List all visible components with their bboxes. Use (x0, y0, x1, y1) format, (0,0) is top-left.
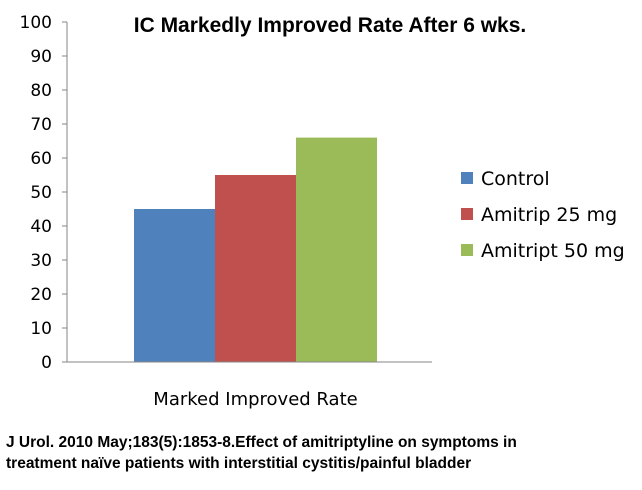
legend: Control Amitrip 25 mg Amitript 50 mg (461, 168, 625, 262)
legend-label: Amitrip 25 mg (481, 204, 617, 226)
legend-swatch (461, 244, 473, 256)
category-label: Marked Improved Rate (153, 389, 357, 410)
y-tick-label: 60 (30, 149, 52, 169)
y-tick-label: 70 (30, 115, 52, 135)
citation-line-2: treatment naïve patients with interstiti… (6, 455, 472, 472)
bars (134, 137, 377, 362)
bar-amitript-50-mg (296, 137, 377, 362)
y-axis-ticks: 0 10 20 30 40 50 60 70 80 90 100 (20, 13, 67, 373)
y-tick-label: 30 (30, 251, 52, 271)
y-tick-label: 10 (30, 319, 52, 339)
legend-swatch (461, 172, 473, 184)
bar-control (134, 209, 215, 362)
legend-label: Amitript 50 mg (481, 240, 625, 262)
bar-amitrip-25-mg (215, 175, 296, 362)
y-tick-label: 80 (30, 81, 52, 101)
y-tick-label: 40 (30, 217, 52, 237)
y-tick-label: 0 (41, 353, 52, 373)
y-tick-label: 90 (30, 47, 52, 67)
chart-title: IC Markedly Improved Rate After 6 wks. (133, 14, 527, 37)
y-tick-label: 50 (30, 183, 52, 203)
bar-chart: 0 10 20 30 40 50 60 70 80 90 100 Marked Improved R… (20, 13, 625, 410)
legend-label: Control (481, 168, 550, 190)
citation-line-1: J Urol. 2010 May;183(5):1853-8.Effect of… (6, 434, 517, 451)
y-tick-label: 100 (20, 13, 52, 33)
citation: J Urol. 2010 May;183(5):1853-8.Effect of… (6, 432, 636, 474)
y-tick-label: 20 (30, 285, 52, 305)
legend-swatch (461, 208, 473, 220)
